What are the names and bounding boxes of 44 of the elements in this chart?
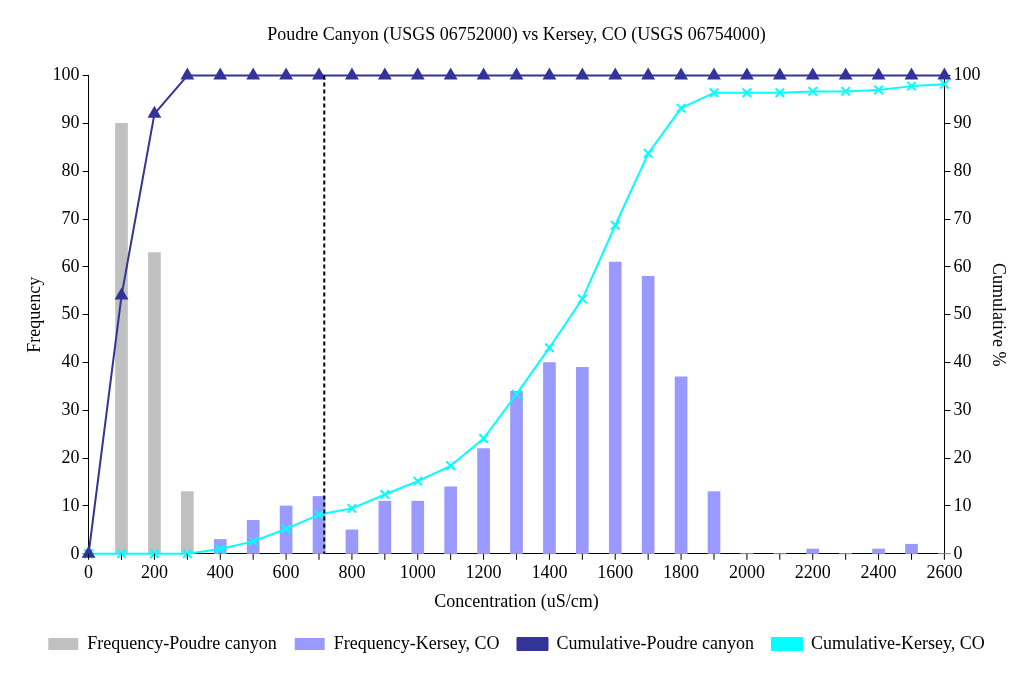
y2-tick-label: 100 xyxy=(953,64,981,85)
y2-tick-label: 0 xyxy=(953,542,963,563)
x-tick-label: 400 xyxy=(206,562,234,583)
chart-title: Poudre Canyon (USGS 06752000) vs Kersey, CO (USGS 06754000) xyxy=(267,23,766,45)
x-tick-label: 2000 xyxy=(728,562,765,583)
x-tick-label: 200 xyxy=(140,562,168,583)
x-tick-label: 2200 xyxy=(794,562,831,583)
y2-tick-label: 40 xyxy=(953,351,972,372)
y-tick-label: 70 xyxy=(61,207,80,228)
y2-tick-label: 10 xyxy=(953,494,972,515)
y-tick-label: 60 xyxy=(61,255,80,276)
legend-label: Cumulative-Kersey, CO xyxy=(810,632,985,653)
x-tick-label: 1400 xyxy=(531,562,568,583)
y2-tick-label: 90 xyxy=(953,112,972,133)
x-tick-label: 800 xyxy=(338,562,366,583)
x-tick-label: 1600 xyxy=(597,562,634,583)
x-tick-label: 2600 xyxy=(926,562,963,583)
y-tick-label: 20 xyxy=(61,446,80,467)
x-axis-title: Concentration (uS/cm) xyxy=(434,590,599,612)
x-tick-label: 0 xyxy=(84,562,94,583)
legend-label: Cumulative-Poudre canyon xyxy=(556,632,754,653)
y2-axis-title: Cumulative % xyxy=(989,262,1010,367)
y-tick-label: 30 xyxy=(61,399,80,420)
x-tick-label: 2400 xyxy=(860,562,897,583)
y2-tick-label: 30 xyxy=(953,399,972,420)
y-axis-title: Frequency xyxy=(23,276,44,353)
y-tick-label: 50 xyxy=(61,303,80,324)
x-tick-label: 1800 xyxy=(663,562,700,583)
x-tick-label: 1200 xyxy=(465,562,502,583)
legend-label: Frequency-Kersey, CO xyxy=(333,632,500,653)
y2-tick-label: 20 xyxy=(953,446,972,467)
y-tick-label: 100 xyxy=(52,64,80,85)
y2-tick-label: 50 xyxy=(953,303,972,324)
y2-tick-label: 70 xyxy=(953,207,972,228)
y-tick-label: 90 xyxy=(61,112,80,133)
legend-label: Frequency-Poudre canyon xyxy=(87,632,277,653)
y-tick-label: 40 xyxy=(61,351,80,372)
y-tick-label: 0 xyxy=(70,542,80,563)
y2-tick-label: 80 xyxy=(953,159,972,180)
x-tick-label: 600 xyxy=(272,562,300,583)
y2-tick-label: 60 xyxy=(953,255,972,276)
y-tick-label: 80 xyxy=(61,159,80,180)
x-tick-label: 1000 xyxy=(399,562,436,583)
y-tick-label: 10 xyxy=(61,494,80,515)
